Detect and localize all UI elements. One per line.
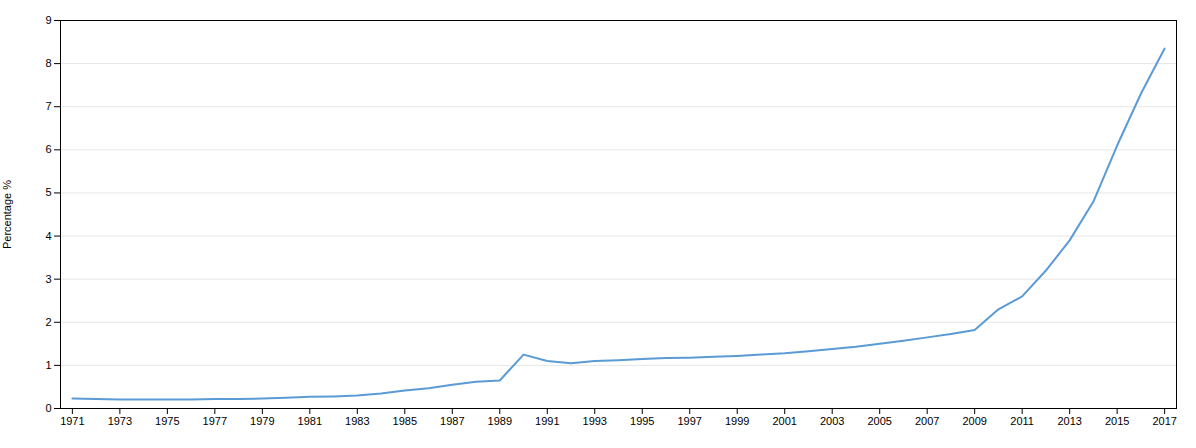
svg-text:1973: 1973	[108, 415, 132, 427]
svg-text:2011: 2011	[1010, 415, 1034, 427]
svg-text:4: 4	[45, 230, 51, 242]
svg-text:5: 5	[45, 186, 51, 198]
svg-text:9: 9	[45, 14, 51, 26]
svg-text:1991: 1991	[535, 415, 559, 427]
svg-text:1999: 1999	[725, 415, 749, 427]
svg-text:2009: 2009	[962, 415, 986, 427]
svg-text:1985: 1985	[393, 415, 417, 427]
svg-text:1: 1	[45, 359, 51, 371]
svg-text:2013: 2013	[1057, 415, 1081, 427]
svg-text:2003: 2003	[820, 415, 844, 427]
svg-text:0: 0	[45, 402, 51, 414]
svg-text:Percentage %: Percentage %	[1, 180, 13, 249]
svg-text:2015: 2015	[1105, 415, 1129, 427]
svg-text:1977: 1977	[203, 415, 227, 427]
svg-text:1995: 1995	[630, 415, 654, 427]
svg-text:2007: 2007	[915, 415, 939, 427]
svg-text:2017: 2017	[1152, 415, 1176, 427]
svg-text:1987: 1987	[440, 415, 464, 427]
svg-text:8: 8	[45, 57, 51, 69]
svg-text:2: 2	[45, 316, 51, 328]
svg-text:1971: 1971	[60, 415, 84, 427]
svg-text:1981: 1981	[298, 415, 322, 427]
svg-text:1975: 1975	[155, 415, 179, 427]
svg-text:3: 3	[45, 273, 51, 285]
svg-text:1993: 1993	[583, 415, 607, 427]
svg-text:1989: 1989	[488, 415, 512, 427]
svg-text:2005: 2005	[867, 415, 891, 427]
svg-text:1997: 1997	[677, 415, 701, 427]
svg-text:1983: 1983	[345, 415, 369, 427]
svg-text:6: 6	[45, 143, 51, 155]
svg-text:2001: 2001	[772, 415, 796, 427]
svg-text:7: 7	[45, 100, 51, 112]
svg-text:1979: 1979	[250, 415, 274, 427]
